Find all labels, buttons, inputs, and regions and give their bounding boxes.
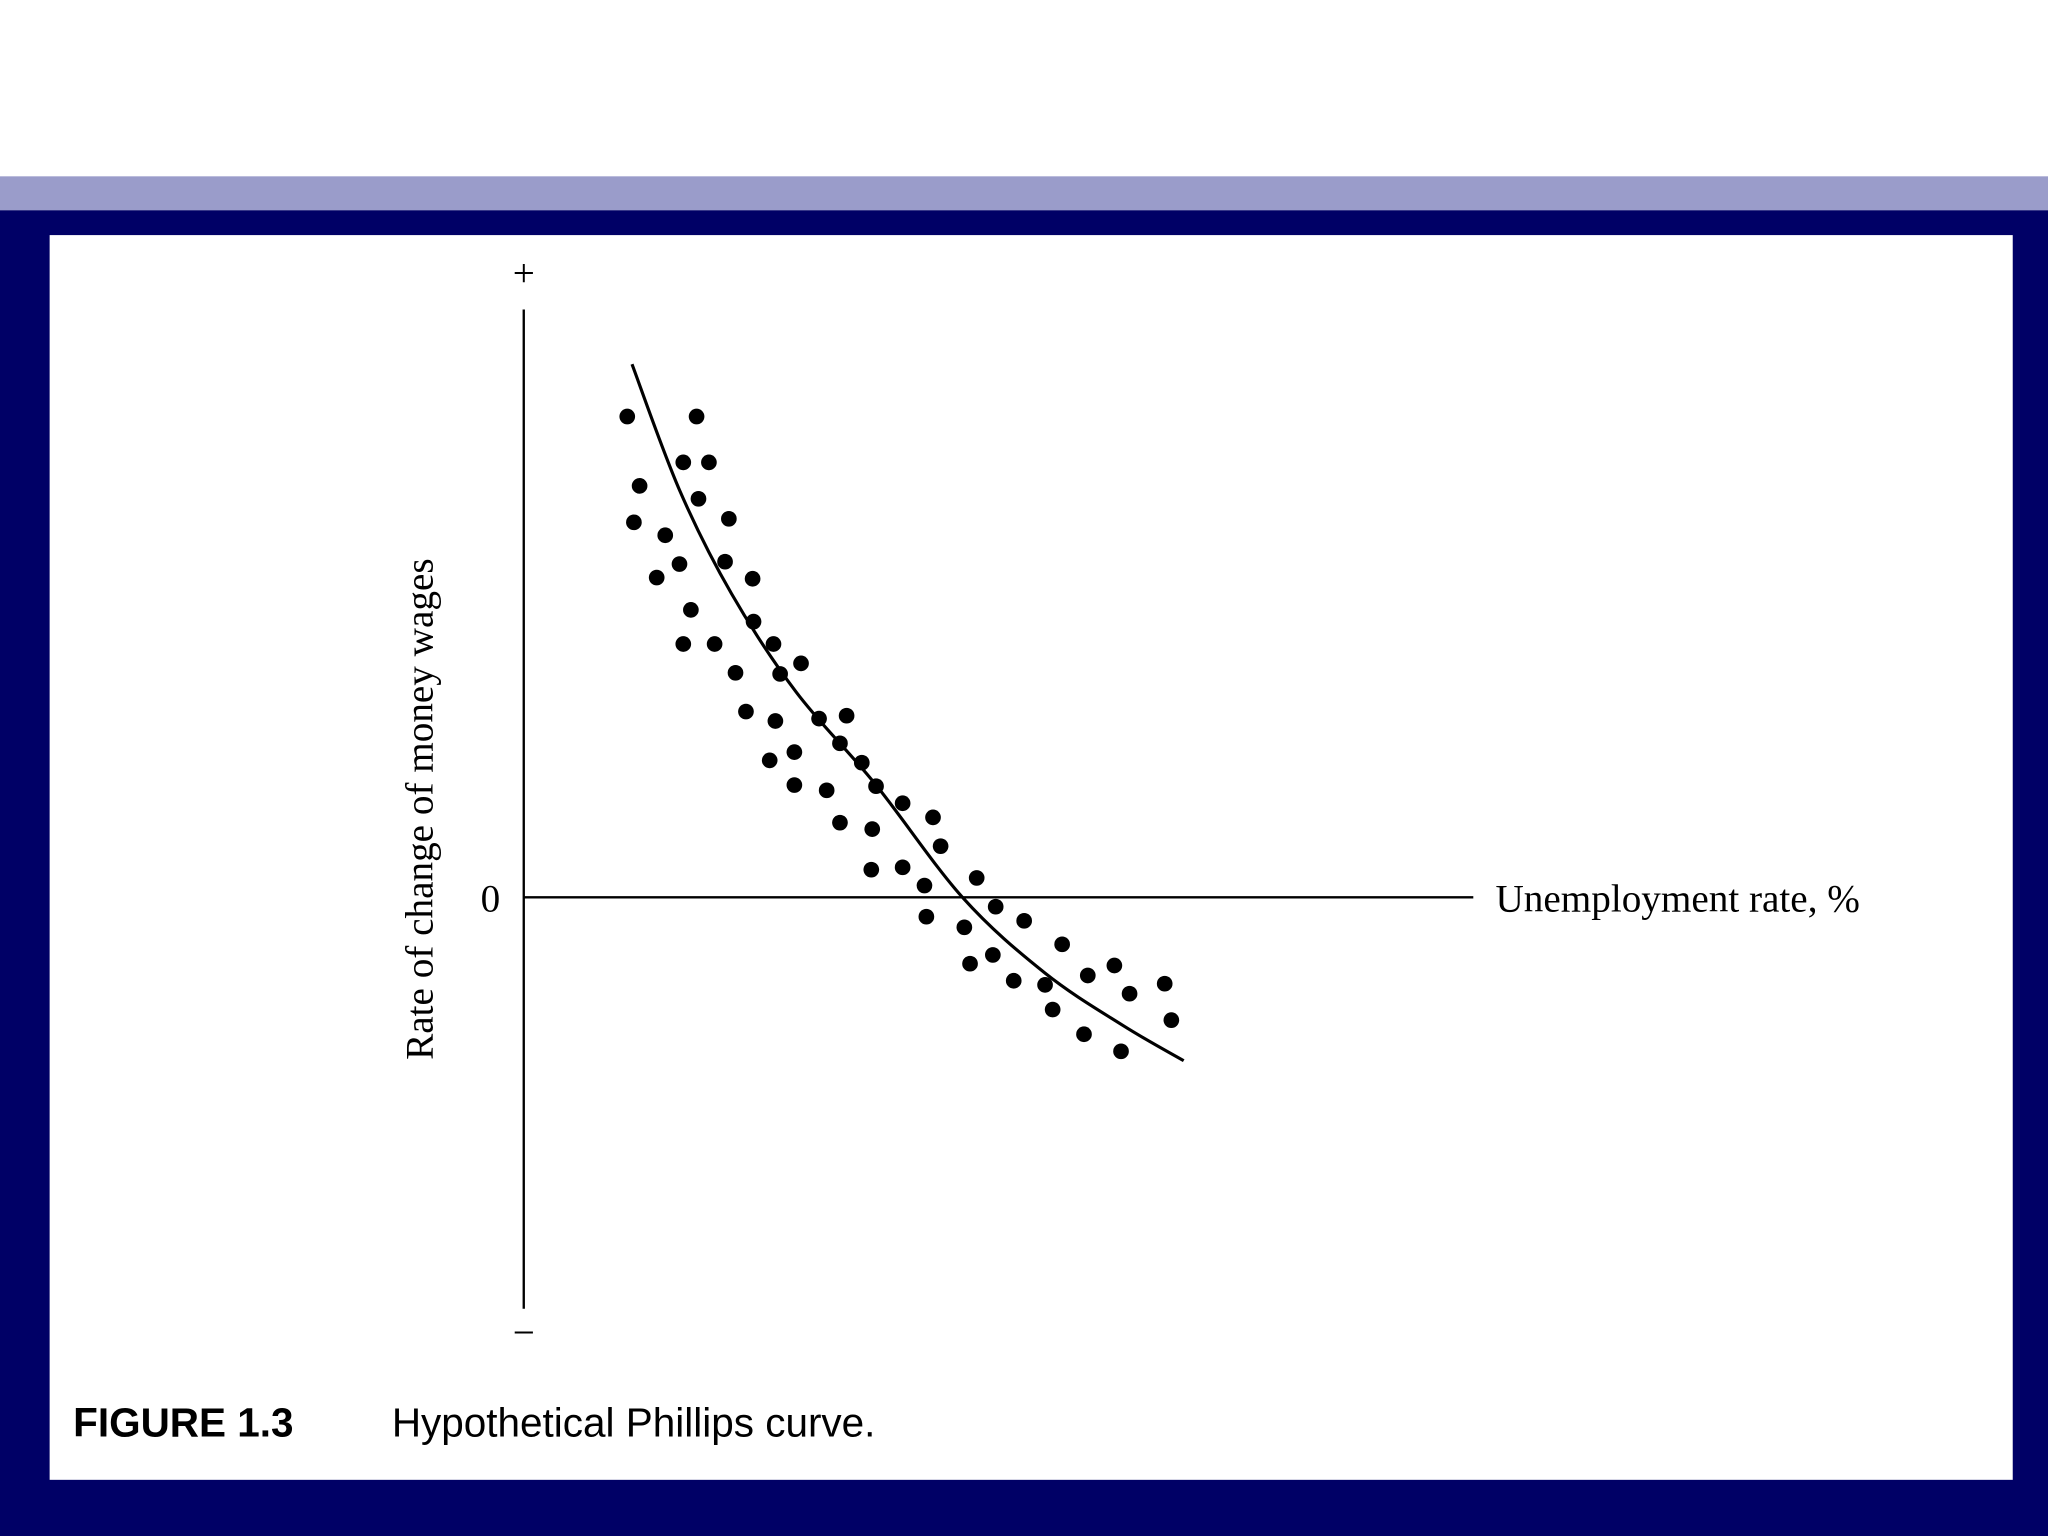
data-point xyxy=(688,408,705,425)
data-point xyxy=(956,919,973,936)
data-point xyxy=(853,754,870,771)
data-point xyxy=(838,707,855,724)
data-point xyxy=(772,666,788,682)
data-point xyxy=(786,744,803,760)
data-point xyxy=(1156,975,1173,992)
data-point xyxy=(916,877,933,894)
plot: Unemployment rate, % Rate of change of mo… xyxy=(398,252,1860,1354)
data-point xyxy=(721,510,737,527)
data-point xyxy=(1113,1043,1129,1060)
y-tick-label: + xyxy=(513,252,535,295)
data-point xyxy=(717,553,733,570)
y-axis-label: Rate of change of money wages xyxy=(398,558,441,1059)
data-point xyxy=(1079,967,1096,984)
data-point xyxy=(744,570,761,587)
data-point xyxy=(894,859,911,876)
data-point xyxy=(1106,957,1123,974)
data-point xyxy=(793,655,809,672)
data-point xyxy=(727,664,744,681)
data-point xyxy=(818,782,835,799)
data-point xyxy=(864,821,881,837)
data-point xyxy=(765,636,782,652)
data-point xyxy=(675,636,692,652)
data-point xyxy=(1044,1001,1061,1018)
figure-panel xyxy=(49,235,2013,1480)
data-point xyxy=(1016,912,1033,929)
data-point xyxy=(863,861,880,878)
data-point xyxy=(683,602,699,618)
data-point xyxy=(626,514,642,531)
data-point xyxy=(648,569,665,586)
data-point xyxy=(1163,1012,1180,1028)
figure-caption: Hypothetical Phillips curve. xyxy=(392,1400,876,1446)
data-point xyxy=(962,955,978,972)
data-point xyxy=(894,795,911,812)
data-point xyxy=(984,947,1001,963)
header-band xyxy=(0,176,2048,211)
data-point xyxy=(1005,972,1022,989)
data-point xyxy=(671,556,688,572)
data-point xyxy=(1037,977,1053,993)
data-point xyxy=(761,752,778,769)
data-point xyxy=(832,814,848,831)
data-point xyxy=(1121,985,1138,1002)
data-point xyxy=(786,777,803,793)
data-point xyxy=(1076,1026,1092,1043)
data-point xyxy=(631,478,648,494)
data-point xyxy=(701,454,717,471)
data-point xyxy=(675,454,692,471)
y-tick-label: 0 xyxy=(481,878,501,921)
data-point xyxy=(706,636,723,652)
data-point xyxy=(657,527,674,544)
data-point xyxy=(690,490,707,507)
phillips-curve xyxy=(630,363,1185,1063)
data-point xyxy=(1054,936,1070,953)
x-axis-label: Unemployment rate, % xyxy=(1496,878,1860,921)
data-point xyxy=(918,908,935,925)
data-point xyxy=(925,809,941,826)
data-point xyxy=(738,703,754,720)
data-point xyxy=(811,710,827,727)
data-point xyxy=(968,870,985,886)
y-tick-label: − xyxy=(513,1311,535,1354)
data-point xyxy=(745,613,762,630)
data-point xyxy=(868,778,884,795)
data-point xyxy=(619,408,636,425)
data-point xyxy=(987,898,1004,915)
data-point xyxy=(767,713,784,729)
data-point xyxy=(932,838,949,855)
data-point xyxy=(832,735,848,752)
figure-number: FIGURE 1.3 xyxy=(73,1400,293,1446)
